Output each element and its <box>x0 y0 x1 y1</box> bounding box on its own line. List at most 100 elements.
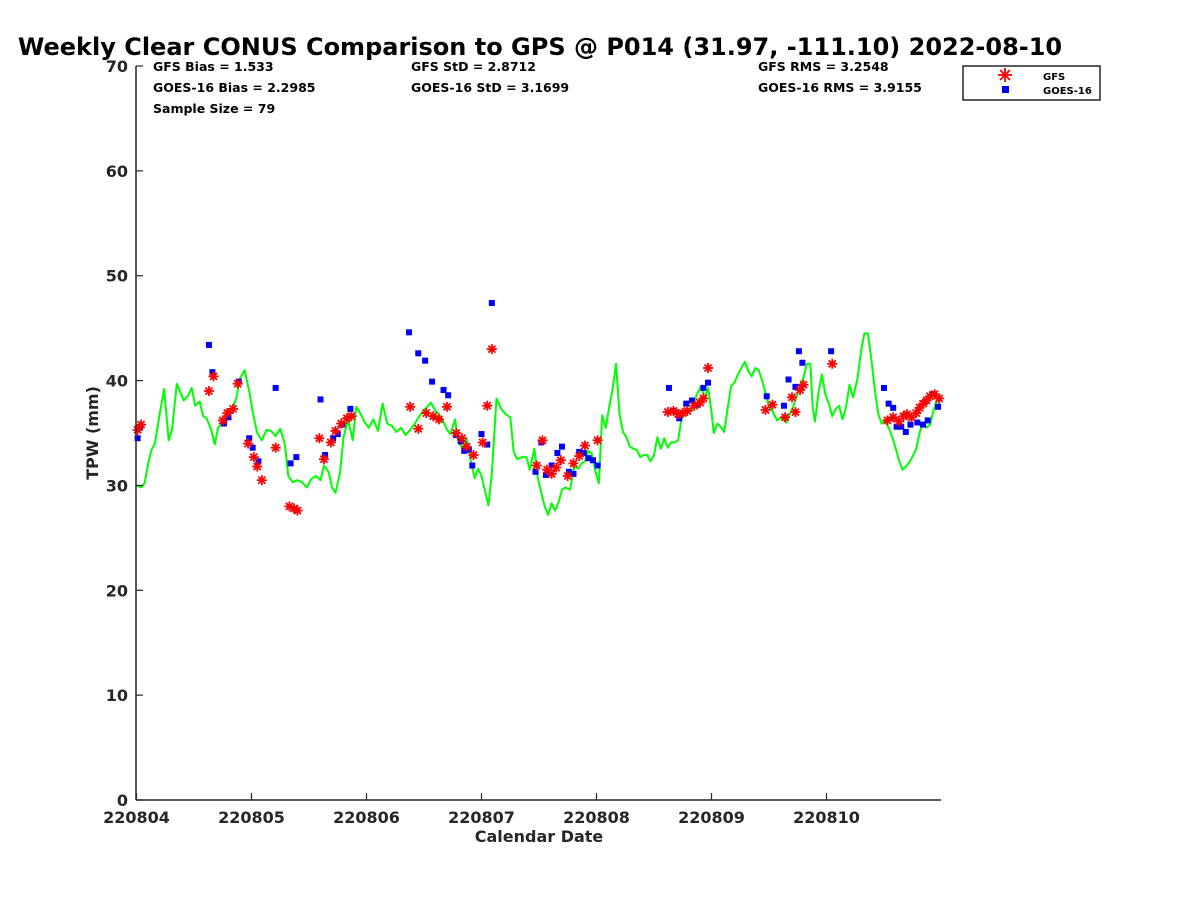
gfs-point <box>760 404 771 415</box>
legend-box <box>962 65 1101 101</box>
goes-point <box>272 384 279 391</box>
legend-goes-marker <box>1002 86 1009 93</box>
gfs-point <box>934 393 945 404</box>
goes-point <box>580 449 587 456</box>
goes-point <box>205 341 212 348</box>
gfs-point <box>456 433 467 444</box>
gfs-point <box>827 358 838 369</box>
goes-point <box>780 402 787 409</box>
gfs-point <box>248 452 259 463</box>
goes-point <box>559 443 565 450</box>
goes-point <box>457 438 464 445</box>
goes-point <box>881 384 887 391</box>
goes-point <box>249 444 256 451</box>
gfs-point <box>592 435 603 446</box>
goes-point <box>763 393 770 400</box>
y-tick-label: 0 <box>117 791 128 810</box>
legend-gfs-label: GFS <box>1043 72 1065 83</box>
goes-point <box>665 384 672 391</box>
gfs-point <box>222 408 233 419</box>
x-tick-label: 220808 <box>563 808 630 827</box>
y-tick-label: 20 <box>106 581 128 600</box>
gfs-point <box>228 403 239 414</box>
y-tick-label: 70 <box>106 57 128 76</box>
gfs-point <box>790 407 801 418</box>
legend-goes-label: GOES-16 <box>1043 86 1092 97</box>
goes-point <box>570 470 577 477</box>
goes-point <box>134 435 141 442</box>
gfs-point <box>531 460 542 471</box>
goes-point <box>220 420 227 427</box>
goes-point <box>209 369 216 376</box>
goes-point <box>488 299 495 306</box>
marker-layer <box>132 299 945 516</box>
goes-point <box>676 415 683 422</box>
goes-point <box>700 384 707 391</box>
goes-point <box>585 455 592 462</box>
goes-point <box>429 378 436 385</box>
x-tick-group: 220804 220805 220806 220807 220808 220809 2208… <box>103 793 860 827</box>
goes-point <box>799 359 806 366</box>
x-axis-label: Calendar Date <box>475 827 604 846</box>
goes-point <box>461 447 468 454</box>
gfs-point <box>568 458 579 469</box>
gfs-point <box>911 408 922 419</box>
goes-point <box>792 383 799 390</box>
goes-point <box>406 329 413 336</box>
x-tick-label: 220805 <box>218 808 285 827</box>
goes-point <box>890 404 897 411</box>
goes-point <box>484 441 491 448</box>
goes-point <box>317 396 324 403</box>
gfs-point <box>888 412 899 423</box>
goes-point <box>705 379 712 386</box>
goes-point <box>347 405 354 412</box>
legend-gfs-asterisk <box>998 68 1012 82</box>
gfs-std-stat: GFS StD = 2.8712 <box>411 59 536 74</box>
gfs-point <box>292 505 303 516</box>
goes-point <box>548 462 555 469</box>
gfs-point <box>270 442 281 453</box>
goes-point <box>440 387 447 394</box>
line-series-layer <box>136 332 941 516</box>
gfs-point <box>662 407 673 418</box>
gfs-point <box>477 437 488 448</box>
gfs-point <box>767 399 778 410</box>
legend: GFS GOES-16 <box>962 65 1101 101</box>
gfs-point <box>537 435 548 446</box>
y-tick-label: 50 <box>106 267 128 286</box>
gfs-point <box>325 437 336 448</box>
gfs-point <box>682 405 693 416</box>
sample-size-stat: Sample Size = 79 <box>153 101 275 116</box>
gfs-point <box>346 411 357 422</box>
gfs-point <box>482 400 493 411</box>
goes-point <box>914 419 921 426</box>
stats-block: GFS Bias = 1.533 GOES-16 Bias = 2.2985 S… <box>153 59 922 116</box>
gfs-point <box>698 393 709 404</box>
goes-point <box>795 348 802 355</box>
goes-point <box>445 392 452 399</box>
goes-point <box>893 423 900 430</box>
goes-point <box>422 357 429 364</box>
gfs-bias-stat: GFS Bias = 1.533 <box>153 59 274 74</box>
goes-point <box>885 400 892 407</box>
gfs-point <box>787 392 797 403</box>
y-tick-label: 60 <box>106 162 128 181</box>
gfs-point <box>580 440 590 451</box>
goes-point <box>565 468 572 475</box>
goes-point <box>594 462 601 469</box>
y-tick-label: 40 <box>106 372 128 391</box>
gfs-point <box>461 441 472 452</box>
goes-point <box>898 423 905 430</box>
gfs-point <box>780 412 791 423</box>
goes-std-stat: GOES-16 StD = 3.1699 <box>411 80 569 95</box>
gfs-point <box>405 401 416 412</box>
gfs-point <box>562 470 573 481</box>
goes-point <box>688 397 695 404</box>
gfs-point <box>203 386 214 397</box>
gfs-point <box>208 371 219 382</box>
goes-bias-stat: GOES-16 Bias = 2.2985 <box>153 80 315 95</box>
x-tick-label: 220807 <box>448 808 515 827</box>
gfs-point <box>703 362 714 373</box>
goes-point <box>785 376 792 383</box>
goes-point <box>322 452 329 459</box>
